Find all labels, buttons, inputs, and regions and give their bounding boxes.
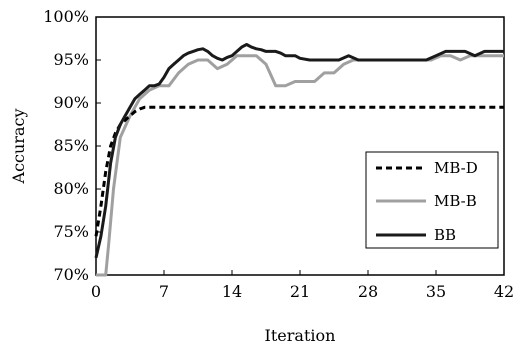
y-tick-label: 90%: [53, 93, 89, 112]
y-tick-label: 100%: [43, 7, 89, 26]
x-tick-label: 0: [91, 282, 101, 301]
x-tick-label: 21: [290, 282, 310, 301]
y-tick-label: 75%: [53, 222, 89, 241]
y-tick-label: 80%: [53, 179, 89, 198]
legend-label-mb-b: MB-B: [434, 192, 477, 210]
x-tick-label: 7: [159, 282, 169, 301]
x-tick-label: 14: [222, 282, 242, 301]
y-tick-label: 85%: [53, 136, 89, 155]
x-tick-label: 42: [494, 282, 513, 301]
series-line-bb: [94, 43, 504, 259]
x-tick-label: 28: [358, 282, 378, 301]
legend: MB-D MB-B BB: [365, 151, 499, 249]
y-tick-label: 95%: [53, 50, 89, 69]
series-layer: [94, 43, 504, 277]
y-axis-ticks: 70% 75% 80% 85% 90% 95% 100%: [43, 7, 101, 284]
x-axis-ticks: 0 7 14 21 28 35 42: [91, 270, 513, 301]
series-line-mb-b: [96, 54, 504, 277]
legend-label-mb-d: MB-D: [434, 159, 478, 177]
x-tick-label: 35: [426, 282, 446, 301]
x-axis-title: Iteration: [265, 326, 336, 345]
y-axis-title: Accuracy: [9, 109, 28, 185]
series-line-mb-d: [94, 105, 504, 237]
legend-label-bb: BB: [434, 226, 456, 244]
y-tick-label: 70%: [53, 265, 89, 284]
